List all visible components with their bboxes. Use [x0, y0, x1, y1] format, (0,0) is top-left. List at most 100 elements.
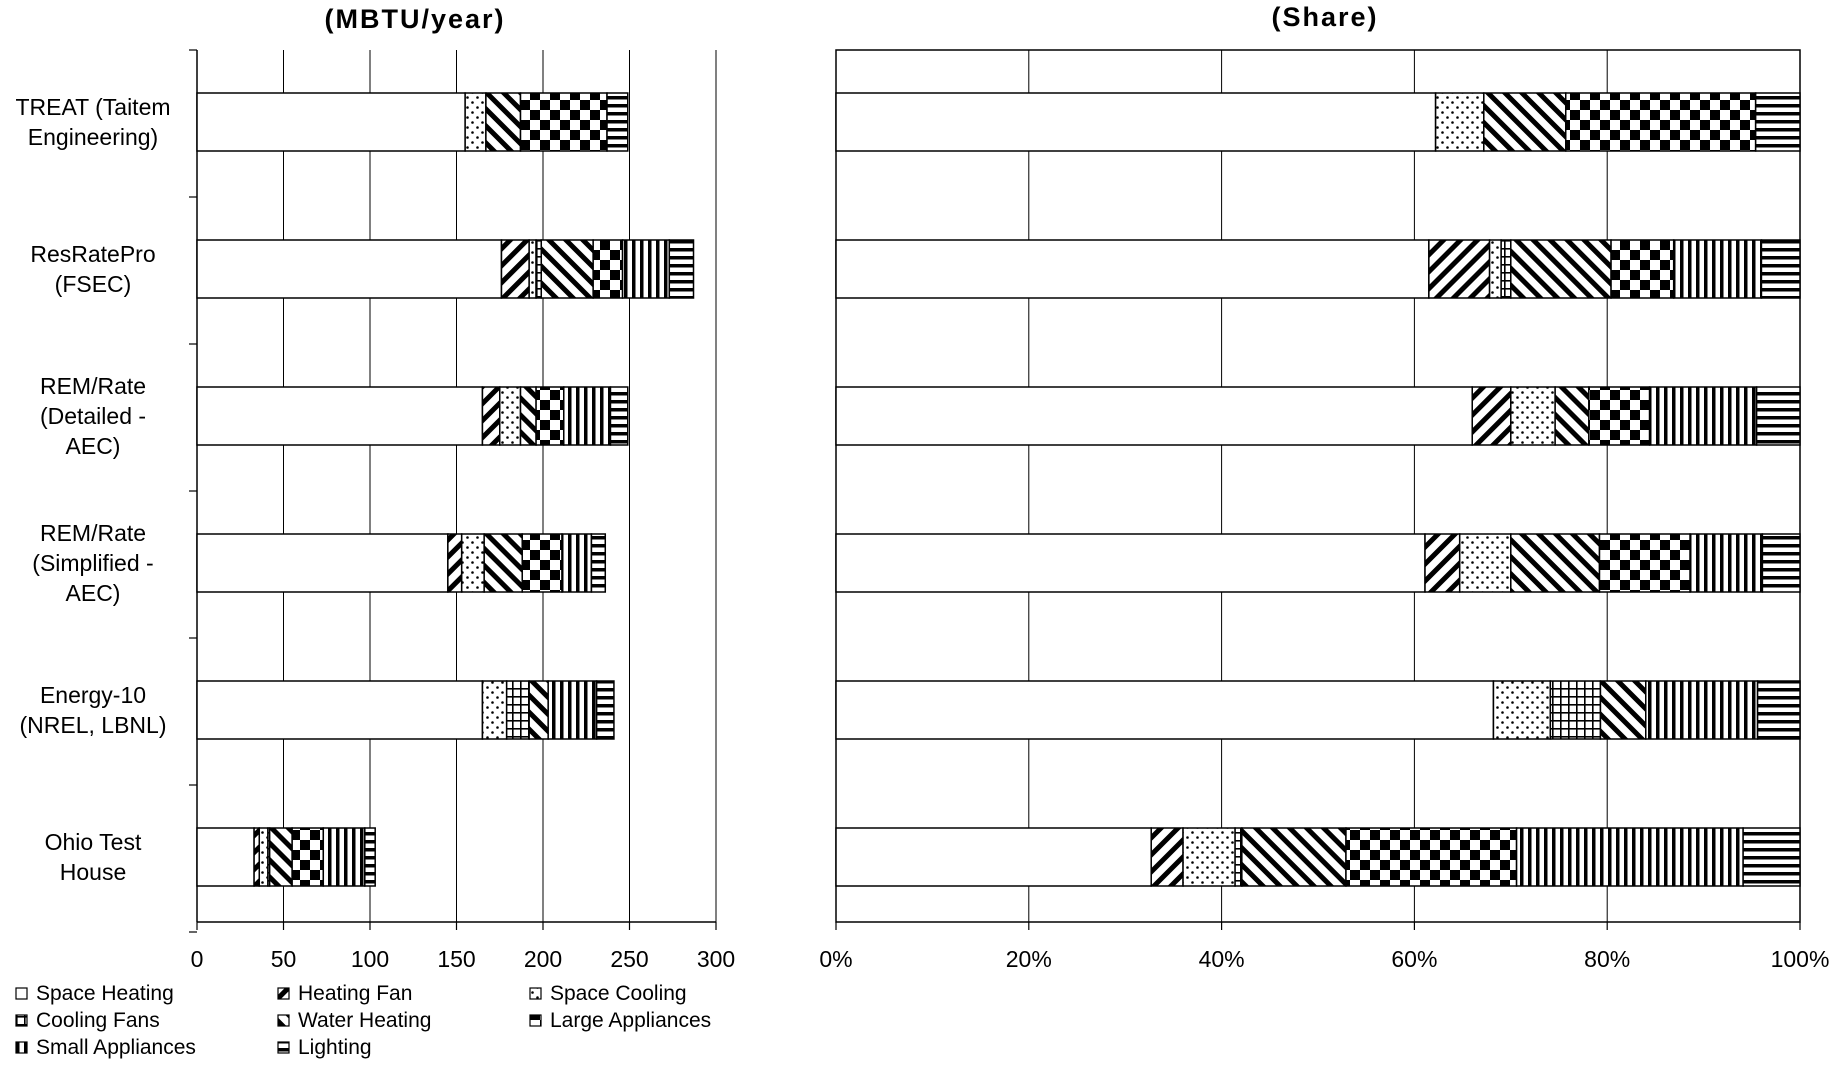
bar-segment — [1510, 533, 1601, 593]
x-tick-label: 100 — [351, 946, 389, 972]
bar-segment — [592, 239, 624, 299]
bar-segment — [1458, 533, 1512, 593]
legend-label: Water Heating — [298, 1009, 431, 1032]
bar-segment — [835, 386, 1473, 446]
chart-title: (Share) — [1271, 2, 1378, 32]
bar-segment — [606, 92, 629, 152]
category-label-line: Engineering) — [28, 124, 158, 150]
bar-segment — [483, 533, 523, 593]
bar-segment — [1554, 386, 1590, 446]
bar-segment — [1645, 680, 1759, 740]
legend-label: Space Cooling — [550, 982, 687, 1005]
plot-frame — [835, 49, 1801, 923]
bar-segment — [1760, 239, 1801, 299]
x-tick-label: 300 — [697, 946, 735, 972]
category-label-line: REM/Rate — [40, 520, 146, 546]
bar-segment — [268, 827, 293, 887]
bar-segment — [1598, 533, 1691, 593]
bar-segment — [535, 386, 565, 446]
bar-segment — [485, 92, 522, 152]
category-label-line: Ohio Test — [45, 829, 142, 855]
legend-label: Heating Fan — [298, 982, 412, 1005]
bar-segment — [519, 92, 608, 152]
bar-segment — [258, 827, 269, 887]
x-tick-label: 200 — [524, 946, 562, 972]
x-tick-label: 0 — [191, 946, 204, 972]
bar-segment — [196, 239, 503, 299]
bar-segment — [835, 533, 1426, 593]
bar-segment — [590, 533, 607, 593]
bar-segment — [668, 239, 695, 299]
bar-segment — [835, 239, 1430, 299]
bar-segment — [1761, 533, 1801, 593]
category-label-line: (FSEC) — [55, 271, 132, 297]
bar-segment — [322, 827, 366, 887]
bar-segment — [1424, 533, 1461, 593]
category-label: REM/Rate (Simplified - AEC) — [32, 520, 153, 606]
bar-segment — [364, 827, 376, 887]
bar-segment — [253, 827, 261, 887]
bar-segment — [1754, 92, 1801, 152]
bar-segment — [609, 386, 629, 446]
bar-segment — [1492, 680, 1552, 740]
bar-segment — [447, 533, 463, 593]
bar-segment — [481, 680, 508, 740]
category-label: ResRatePro (FSEC) — [30, 241, 155, 297]
category-label-line: TREAT (Taitem — [15, 94, 170, 120]
legend-label: Lighting — [298, 1036, 372, 1059]
bar-segment — [1549, 680, 1602, 740]
bar-segment — [547, 680, 598, 740]
category-label-line: (Simplified - — [32, 550, 153, 576]
legend-swatch — [277, 1041, 290, 1054]
legend-label: Small Appliances — [36, 1036, 196, 1059]
bar-segment — [1182, 827, 1236, 887]
legend-label: Cooling Fans — [36, 1009, 160, 1032]
bar-segment — [505, 680, 530, 740]
bar-segment — [561, 533, 593, 593]
bar-segment — [1150, 827, 1184, 887]
bar-segment — [1755, 386, 1801, 446]
legend-swatch — [529, 987, 542, 1000]
category-label-line: AEC) — [66, 433, 121, 459]
bar-segment — [1488, 239, 1502, 299]
category-label-line: (Detailed - — [40, 403, 146, 429]
category-label-line: REM/Rate — [40, 373, 146, 399]
bar-segment — [1428, 239, 1491, 299]
bar-segment — [621, 239, 671, 299]
category-label-line: ResRatePro — [30, 241, 155, 267]
legend-label: Large Appliances — [550, 1009, 711, 1032]
category-label-line: AEC) — [66, 580, 121, 606]
bar-segment — [1483, 92, 1567, 152]
bar-segment — [1689, 533, 1764, 593]
bar-segment — [481, 386, 501, 446]
bar-segment — [196, 533, 449, 593]
bar-segment — [1241, 827, 1347, 887]
x-tick-label: 100% — [1771, 946, 1830, 972]
legend-swatch — [277, 1014, 290, 1027]
bar-segment — [196, 386, 484, 446]
bar-segment — [291, 827, 325, 887]
bar-segment — [460, 533, 485, 593]
bar-segment — [595, 680, 615, 740]
bar-segment — [500, 239, 530, 299]
bar-segment — [196, 680, 484, 740]
category-label: Energy-10 (NREL, LBNL) — [20, 682, 167, 738]
category-label-line: Energy-10 — [40, 682, 146, 708]
bar-segment — [1648, 386, 1758, 446]
bar-segment — [1434, 92, 1485, 152]
bar-segment — [1588, 386, 1651, 446]
bar-segment — [1510, 239, 1612, 299]
bar-segment — [563, 386, 612, 446]
bar-segment — [1510, 386, 1556, 446]
bar-segment — [1564, 92, 1757, 152]
bar-segment — [1471, 386, 1512, 446]
bar-segment — [1234, 827, 1243, 887]
bar-segment — [499, 386, 522, 446]
x-tick-label: 40% — [1199, 946, 1245, 972]
bar-segment — [540, 239, 594, 299]
bar-segment — [1756, 680, 1801, 740]
bar-segment — [521, 533, 563, 593]
bar-segment — [1672, 239, 1763, 299]
category-label-line: (NREL, LBNL) — [20, 712, 167, 738]
x-tick-label: 250 — [610, 946, 648, 972]
